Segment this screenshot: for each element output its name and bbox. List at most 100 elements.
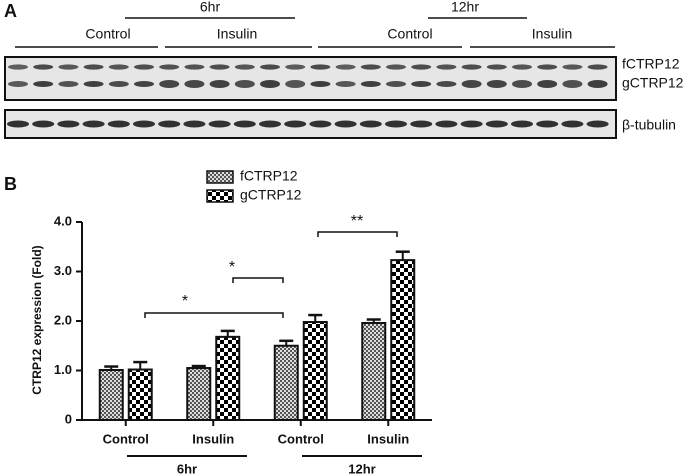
y-tick-label: 0 xyxy=(65,411,72,426)
blot-band xyxy=(8,81,28,87)
blot-band xyxy=(359,120,382,128)
bar xyxy=(361,321,387,422)
panel-label: B xyxy=(4,174,17,194)
blot-band xyxy=(309,120,332,128)
blot-band xyxy=(108,64,129,70)
blot-band xyxy=(83,81,104,87)
x-tick-label: Control xyxy=(278,431,324,446)
group-label: 12hr xyxy=(348,461,375,476)
blot-band xyxy=(587,80,608,88)
panel-label: A xyxy=(4,1,17,21)
blot-band xyxy=(561,120,584,128)
annotation: ** xyxy=(351,213,363,230)
blot-band xyxy=(57,120,80,128)
blot-band xyxy=(537,80,558,88)
x-tick-label: Insulin xyxy=(192,431,234,446)
y-tick-label: 4.0 xyxy=(54,213,72,228)
blot-band xyxy=(385,120,407,128)
blot-band xyxy=(107,120,130,128)
band-label: gCTRP12 xyxy=(622,75,684,91)
bar xyxy=(127,368,153,422)
blot-band xyxy=(360,64,381,70)
blot-band xyxy=(259,120,281,128)
blot-band xyxy=(7,120,29,128)
blot-band xyxy=(536,120,559,128)
blot-band xyxy=(511,120,533,128)
blot-band xyxy=(285,80,306,88)
blot-band xyxy=(209,80,230,88)
blot-band xyxy=(334,120,357,128)
blot-band xyxy=(233,120,256,128)
blot-band xyxy=(159,80,180,88)
legend-label: fCTRP12 xyxy=(240,168,298,184)
blot-band xyxy=(461,64,482,70)
blot-band xyxy=(512,80,532,88)
blot-band xyxy=(310,81,331,87)
blot-band xyxy=(512,64,532,70)
bar xyxy=(98,369,124,422)
timepoint-label: 12hr xyxy=(451,0,479,15)
blot-band xyxy=(82,120,105,128)
x-tick-label: Insulin xyxy=(367,431,409,446)
blot-band xyxy=(586,120,609,128)
group-label: 6hr xyxy=(177,461,197,476)
significance-brackets xyxy=(144,231,398,318)
blot-band xyxy=(234,80,255,88)
blot-band xyxy=(260,80,280,88)
bar xyxy=(186,367,212,421)
blot-band xyxy=(486,64,507,70)
blot-band xyxy=(209,64,230,70)
annotation: * xyxy=(229,259,235,276)
blot-band xyxy=(183,120,206,128)
blot-band xyxy=(562,80,583,88)
blot-band xyxy=(310,64,331,70)
blot-box xyxy=(4,56,617,101)
blot-band xyxy=(386,64,406,70)
blot-band xyxy=(8,64,28,70)
bar xyxy=(215,335,241,421)
timepoint-label: 6hr xyxy=(200,0,221,15)
blot-band xyxy=(285,64,306,70)
blot-band xyxy=(485,120,508,128)
group-label: Control xyxy=(387,26,432,42)
band-label: β-tubulin xyxy=(622,117,676,133)
blot-band xyxy=(284,120,307,128)
blot-band xyxy=(436,64,457,70)
blot-band xyxy=(537,64,558,70)
blot-band xyxy=(58,81,79,87)
legend-swatch xyxy=(206,189,234,203)
y-axis-title: CTRP12 expression (Fold) xyxy=(30,245,44,394)
blot-band xyxy=(208,120,231,128)
x-tick-label: Control xyxy=(103,431,149,446)
y-tick-label: 2.0 xyxy=(54,312,72,327)
bar xyxy=(273,344,299,421)
blot-band xyxy=(410,120,433,128)
blot-band xyxy=(33,64,54,70)
blot-band xyxy=(159,64,180,70)
group-label: Insulin xyxy=(532,26,572,42)
blot-band xyxy=(411,64,432,70)
blot-band xyxy=(360,81,381,87)
blot-band xyxy=(134,81,154,87)
legend-swatch xyxy=(206,170,234,184)
blot-band xyxy=(411,81,432,87)
blot-band xyxy=(108,81,129,87)
blot-band xyxy=(260,64,280,70)
annotation: * xyxy=(182,293,188,310)
band-label: fCTRP12 xyxy=(622,56,680,72)
y-tick-label: 3.0 xyxy=(54,263,72,278)
blot-band xyxy=(184,80,205,88)
blot-band xyxy=(133,120,155,128)
blot-band xyxy=(460,120,483,128)
blot-band xyxy=(234,64,255,70)
western-blot: A 6hr 12hr Control Insulin Control Insul… xyxy=(4,0,684,139)
legend-label: gCTRP12 xyxy=(240,187,302,203)
blot-band xyxy=(335,64,356,70)
y-tick-label: 1.0 xyxy=(54,362,72,377)
group-label: Control xyxy=(85,26,130,42)
blot-band xyxy=(134,64,154,70)
blot-band xyxy=(58,64,79,70)
blot-band xyxy=(158,120,181,128)
blot-band xyxy=(486,80,507,88)
